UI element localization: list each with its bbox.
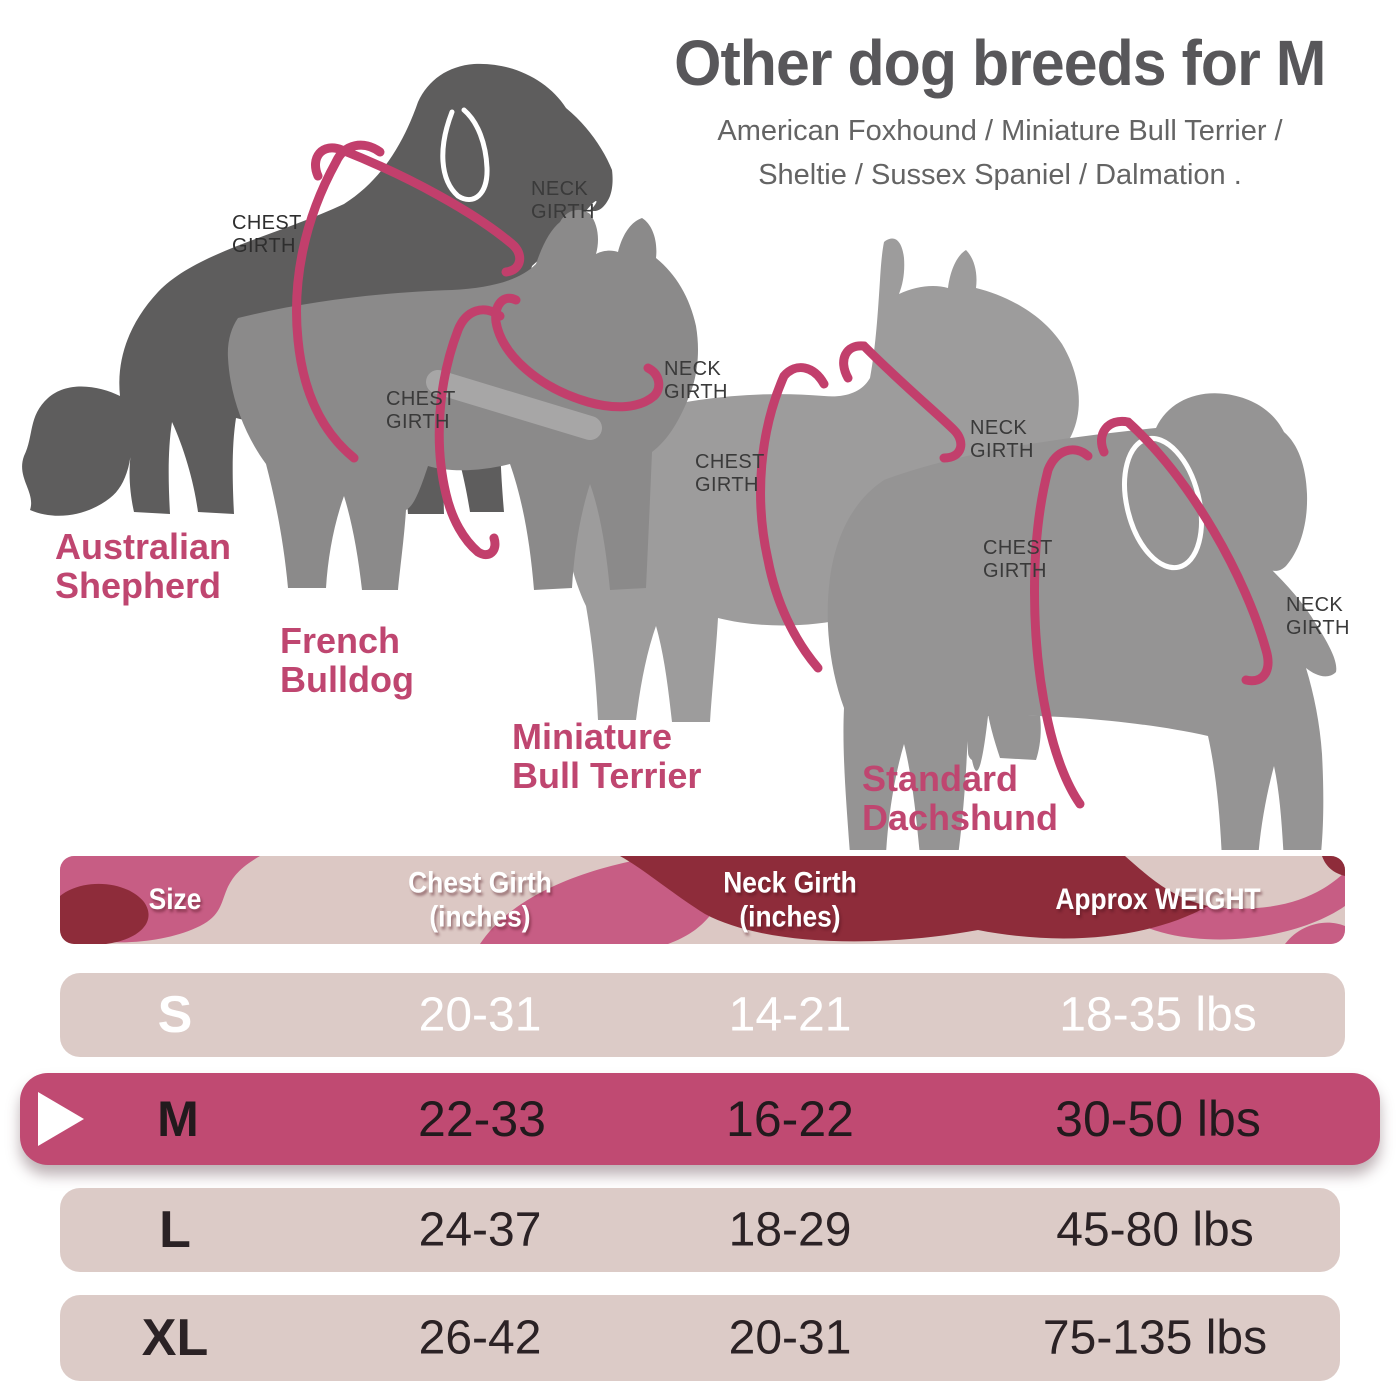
camo-pattern [60,856,1345,944]
column-header-approx-weight: Approx WEIGHT [1055,883,1261,917]
neck-value: 16-22 [726,1091,854,1147]
size-value: M [157,1091,199,1147]
breed-label-standard-dachshund: Standard Dachshund [862,758,1059,838]
weight-value: 30-50 lbs [1055,1091,1261,1147]
chest-girth-label: CHEST GIRTH [695,451,765,496]
table-row-size-s: S 20-31 14-21 18-35 lbs [60,973,1345,1057]
column-header-size: Size [148,883,202,917]
chest-girth-label: CHEST GIRTH [386,388,456,433]
dachshund-chest-girth-line [1030,445,1093,809]
subtitle: American Foxhound / Miniature Bull Terri… [645,110,1355,197]
chest-value: 20-31 [418,988,542,1042]
title-block: Other dog breeds for M American Foxhound… [645,26,1355,197]
size-value: XL [141,1309,209,1367]
neck-value: 14-21 [728,988,852,1042]
chest-girth-label: CHEST GIRTH [232,212,302,257]
chest-value: 22-33 [418,1091,546,1147]
weight-value: 45-80 lbs [1056,1203,1254,1257]
girth-measure-lines [292,140,1273,809]
dog-illustration [22,63,1337,850]
subtitle-line-2: Sheltie / Sussex Spaniel / Dalmation . [758,158,1242,191]
selected-size-arrow-icon [38,1092,84,1146]
terrier-chest-girth-line [756,363,829,673]
harness-strap-highlight [426,370,602,440]
subtitle-line-1: American Foxhound / Miniature Bull Terri… [717,115,1283,147]
breed-label-french-bulldog: French Bulldog [280,620,414,700]
chest-girth-label: CHEST GIRTH [983,537,1053,582]
breed-label-australian-shepherd: Australian Shepherd [55,526,232,606]
table-row-size-xl: XL 26-42 20-31 75-135 lbs [60,1295,1340,1381]
neck-value: 20-31 [728,1311,852,1365]
dachshund-neck-girth-line [1097,416,1273,686]
standard-dachshund-silhouette [827,393,1337,850]
size-value: S [157,986,193,1044]
shepherd-neck-girth-line [311,143,525,277]
chest-value: 26-42 [418,1311,542,1365]
bulldog-neck-girth-line [491,293,664,412]
neck-girth-label: NECK GIRTH [970,417,1034,462]
chest-value: 24-37 [418,1203,542,1257]
neck-girth-label: NECK GIRTH [1286,594,1350,639]
bulldog-chest-girth-line [434,305,505,560]
weight-value: 75-135 lbs [1042,1311,1268,1365]
size-value: L [159,1201,191,1259]
page-title: Other dog breeds for M [674,27,1326,99]
dachshund-leg [986,700,1041,760]
breed-label-miniature-bull-terrier: Miniature Bull Terrier [512,716,702,796]
column-header-neck-girth: Neck Girth (inches) [723,866,857,933]
table-header-row: Size Chest Girth (inches) Neck Girth (inch… [60,856,1345,944]
neck-girth-label: NECK GIRTH [531,178,595,223]
leash-loop-white [440,107,490,202]
neck-value: 18-29 [728,1203,852,1257]
weight-value: 18-35 lbs [1059,988,1257,1042]
neck-girth-label: NECK GIRTH [664,358,728,403]
table-row-size-m-selected: M 22-33 16-22 30-50 lbs [20,1073,1380,1165]
table-row-size-l: L 24-37 18-29 45-80 lbs [60,1188,1340,1272]
column-header-chest-girth: Chest Girth (inches) [408,866,552,933]
terrier-neck-girth-line [839,341,966,463]
